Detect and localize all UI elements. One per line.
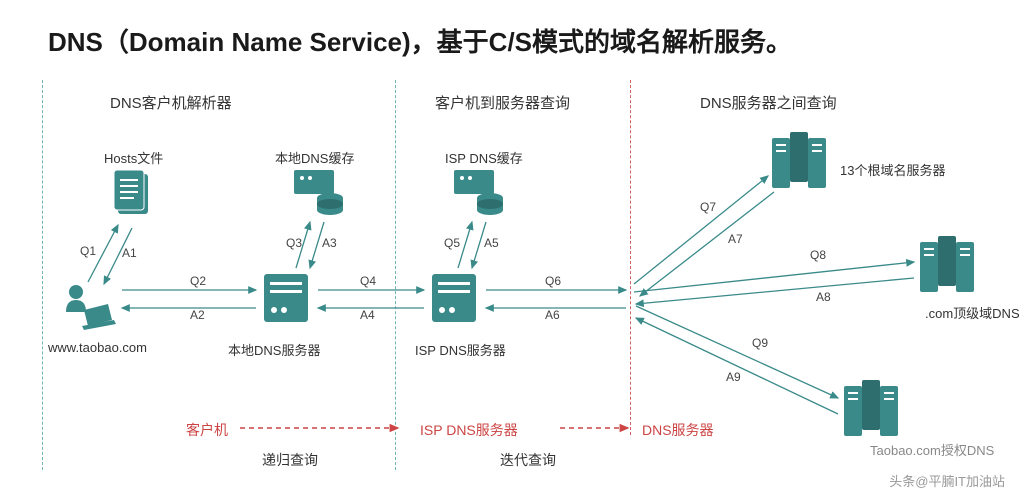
label-q6: Q6 xyxy=(545,274,561,288)
label-q4: Q4 xyxy=(360,274,376,288)
bottom-isp: ISP DNS服务器 xyxy=(420,420,518,440)
label-a4: A4 xyxy=(360,308,375,322)
label-a5: A5 xyxy=(484,236,499,250)
label-a8: A8 xyxy=(816,290,831,304)
label-a1: A1 xyxy=(122,246,137,260)
label-q7: Q7 xyxy=(700,200,716,214)
label-q8: Q8 xyxy=(810,248,826,262)
label-q3: Q3 xyxy=(286,236,302,250)
bottom-dns: DNS服务器 xyxy=(642,420,714,440)
label-a2: A2 xyxy=(190,308,205,322)
label-a6: A6 xyxy=(545,308,560,322)
label-q1: Q1 xyxy=(80,244,96,258)
label-q9: Q9 xyxy=(752,336,768,350)
watermark: 头条@平腩IT加油站 xyxy=(889,471,1005,490)
bottom-iterative: 迭代查询 xyxy=(500,450,556,470)
bottom-recursive: 递归查询 xyxy=(262,450,318,470)
label-q2: Q2 xyxy=(190,274,206,288)
label-a9: A9 xyxy=(726,370,741,384)
bottom-client: 客户机 xyxy=(186,420,228,440)
label-a3: A3 xyxy=(322,236,337,250)
label-q5: Q5 xyxy=(444,236,460,250)
label-a7: A7 xyxy=(728,232,743,246)
